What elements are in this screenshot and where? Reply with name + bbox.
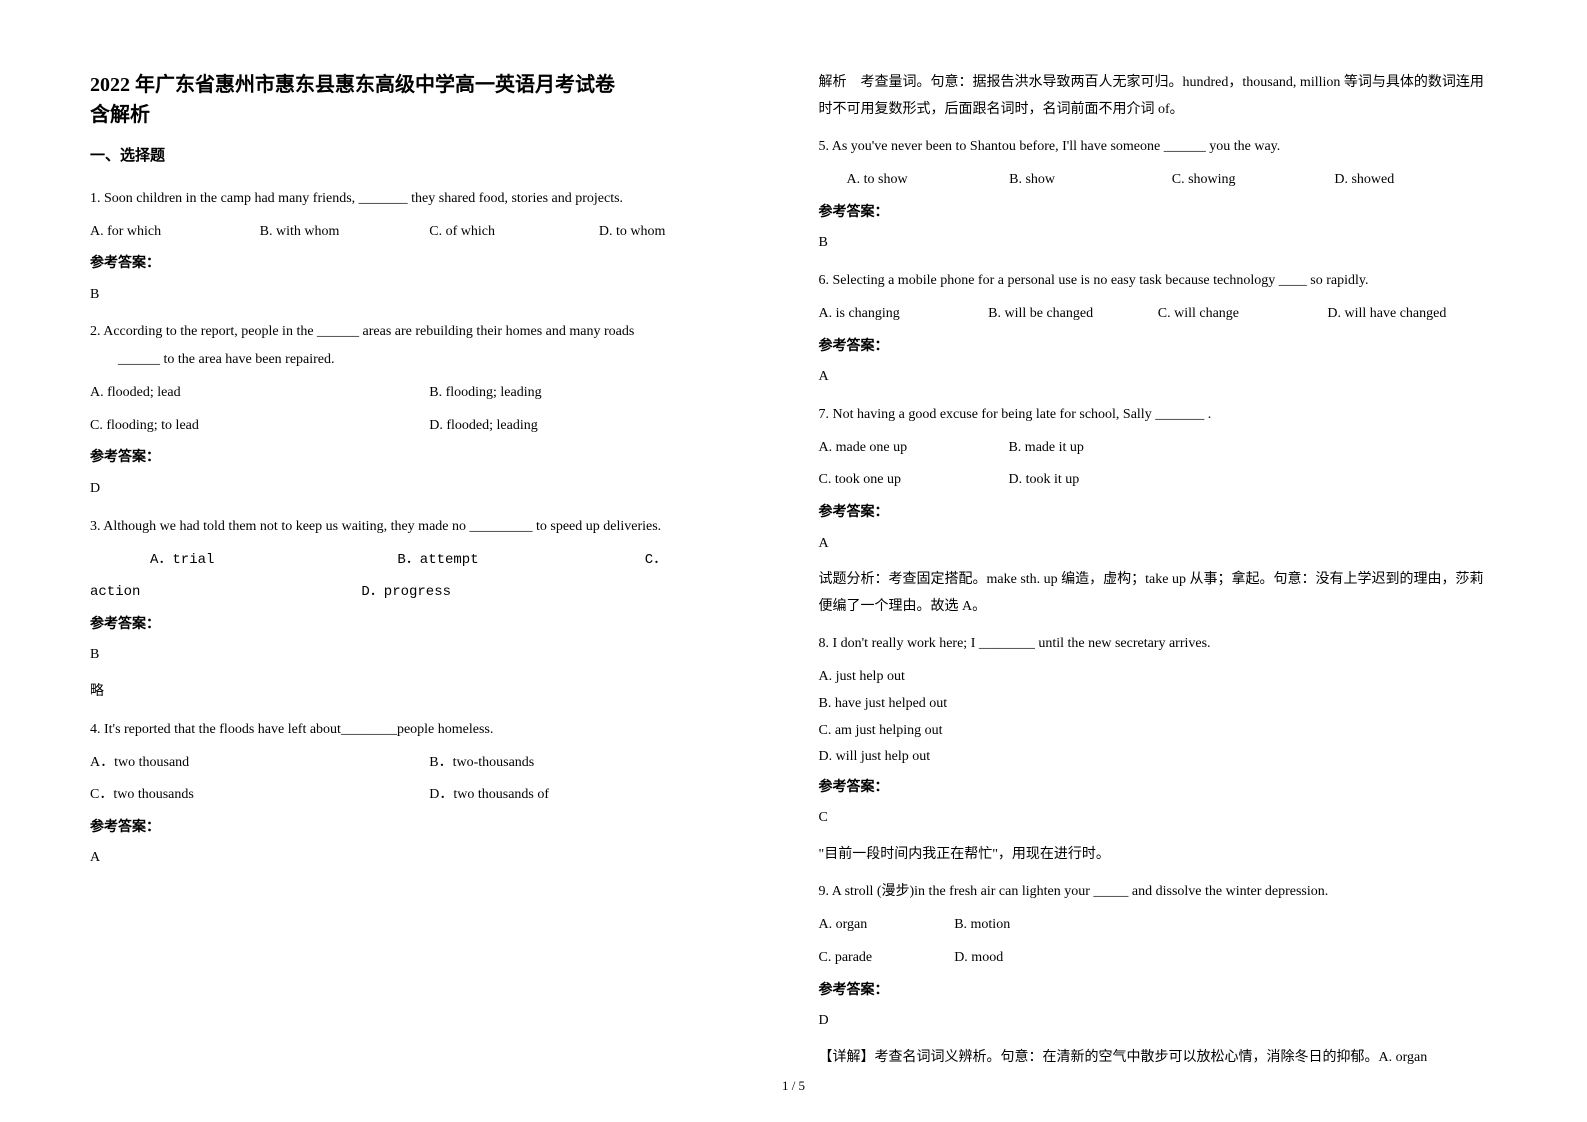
q9-opt-c: C. parade	[819, 945, 955, 972]
q8-opt-a: A. just help out	[819, 664, 1498, 691]
q3-opt-a: A．trial	[150, 547, 397, 574]
q5-opt-b: B. show	[1009, 167, 1172, 194]
q7-opt-a: A. made one up	[819, 435, 1009, 462]
q7-stem: 7. Not having a good excuse for being la…	[819, 401, 1498, 429]
q6-stem: 6. Selecting a mobile phone for a person…	[819, 267, 1498, 295]
q2-opt-b: B. flooding; leading	[429, 380, 768, 407]
q4-explain: 解析 考查量词。句意：据报告洪水导致两百人无家可归。hundred，thousa…	[819, 70, 1498, 123]
title-line2: 含解析	[90, 104, 150, 126]
q7-options-row2: C. took one up D. took it up	[819, 467, 1498, 494]
q1-opt-b: B. with whom	[260, 219, 430, 246]
q9-opt-a: A. organ	[819, 912, 955, 939]
q9-ans-label: 参考答案：	[819, 978, 1498, 1005]
q3-omit: 略	[90, 679, 769, 706]
q2-stem: 2. According to the report, people in th…	[90, 318, 769, 374]
q1-options: A. for which B. with whom C. of which D.…	[90, 219, 769, 246]
q2-opt-d: D. flooded; leading	[429, 413, 768, 440]
right-column: 解析 考查量词。句意：据报告洪水导致两百人无家可归。hundred，thousa…	[819, 70, 1498, 1040]
q2-ans-label: 参考答案：	[90, 445, 769, 472]
q8-explain: "目前一段时间内我正在帮忙"，用现在进行时。	[819, 842, 1498, 869]
q2-opt-a: A. flooded; lead	[90, 380, 429, 407]
q4-ans: A	[90, 845, 769, 872]
q1-opt-c: C. of which	[429, 219, 599, 246]
q8-opt-d: D. will just help out	[819, 744, 1498, 771]
q4-opt-d: D．two thousands of	[429, 782, 768, 809]
q8-ans-label: 参考答案：	[819, 775, 1498, 802]
q9-ans: D	[819, 1008, 1498, 1035]
q9-explain: 【详解】考查名词词义辨析。句意：在清新的空气中散步可以放松心情，消除冬日的抑郁。…	[819, 1045, 1498, 1072]
q2-ans: D	[90, 476, 769, 503]
q6-ans: A	[819, 364, 1498, 391]
q2-options-row1: A. flooded; lead B. flooding; leading	[90, 380, 769, 407]
q7-ans-label: 参考答案：	[819, 500, 1498, 527]
q6-opt-a: A. is changing	[819, 301, 989, 328]
q4-options-row2: C．two thousands D．two thousands of	[90, 782, 769, 809]
q7-ans: A	[819, 531, 1498, 558]
q4-stem: 4. It's reported that the floods have le…	[90, 716, 769, 744]
q7-opt-d: D. took it up	[1008, 467, 1497, 494]
q4-opt-c: C．two thousands	[90, 782, 429, 809]
q2-stem-line1: 2. According to the report, people in th…	[90, 318, 769, 346]
q7-opt-b: B. made it up	[1008, 435, 1497, 462]
q5-options: A. to show B. show C. showing D. showed	[819, 167, 1498, 194]
q9-options-row1: A. organ B. motion	[819, 912, 1498, 939]
q5-ans-label: 参考答案：	[819, 200, 1498, 227]
q4-opt-b: B．two-thousands	[429, 750, 768, 777]
q5-opt-d: D. showed	[1334, 167, 1497, 194]
q6-opt-d: D. will have changed	[1327, 301, 1497, 328]
q5-ans: B	[819, 230, 1498, 257]
q9-options-row2: C. parade D. mood	[819, 945, 1498, 972]
q1-opt-a: A. for which	[90, 219, 260, 246]
q5-stem: 5. As you've never been to Shantou befor…	[819, 133, 1498, 161]
q7-explain: 试题分析：考查固定搭配。make sth. up 编造，虚构；take up 从…	[819, 567, 1498, 620]
q3-opt-d: D．progress	[361, 579, 768, 606]
q6-opt-c: C. will change	[1158, 301, 1328, 328]
q4-opt-a: A．two thousand	[90, 750, 429, 777]
q3-options-row1: A．trial B．attempt C．	[90, 547, 769, 574]
q1-ans: B	[90, 282, 769, 309]
q2-options-row2: C. flooding; to lead D. flooded; leading	[90, 413, 769, 440]
left-column: 2022 年广东省惠州市惠东县惠东高级中学高一英语月考试卷 含解析 一、选择题 …	[90, 70, 769, 1040]
q8-stem: 8. I don't really work here; I ________ …	[819, 630, 1498, 658]
q8-opt-c: C. am just helping out	[819, 718, 1498, 745]
section-1-heading: 一、选择题	[90, 142, 769, 171]
q7-options-row1: A. made one up B. made it up	[819, 435, 1498, 462]
q1-stem: 1. Soon children in the camp had many fr…	[90, 185, 769, 213]
q7-opt-c: C. took one up	[819, 467, 1009, 494]
page-footer: 1 / 5	[0, 1078, 1587, 1094]
q3-stem: 3. Although we had told them not to keep…	[90, 513, 769, 541]
q8-opt-b: B. have just helped out	[819, 691, 1498, 718]
q3-opt-c: C．	[645, 547, 769, 574]
doc-title: 2022 年广东省惠州市惠东县惠东高级中学高一英语月考试卷 含解析	[90, 70, 769, 130]
q8-ans: C	[819, 805, 1498, 832]
q3-opt-b: B．attempt	[397, 547, 644, 574]
q4-options-row1: A．two thousand B．two-thousands	[90, 750, 769, 777]
q4-ans-label: 参考答案：	[90, 815, 769, 842]
q9-opt-b: B. motion	[954, 912, 1497, 939]
q6-ans-label: 参考答案：	[819, 334, 1498, 361]
title-line1: 2022 年广东省惠州市惠东县惠东高级中学高一英语月考试卷	[90, 74, 615, 96]
q9-opt-d: D. mood	[954, 945, 1497, 972]
q3-options-row2: action D．progress	[90, 579, 769, 606]
q3-ans-label: 参考答案：	[90, 612, 769, 639]
q2-stem-line2: ______ to the area have been repaired.	[90, 346, 769, 374]
q5-opt-a: A. to show	[847, 167, 1010, 194]
q1-ans-label: 参考答案：	[90, 251, 769, 278]
q3-opt-c2: action	[90, 579, 361, 606]
q1-opt-d: D. to whom	[599, 219, 769, 246]
q6-opt-b: B. will be changed	[988, 301, 1158, 328]
q3-ans: B	[90, 642, 769, 669]
q9-stem: 9. A stroll (漫步)in the fresh air can lig…	[819, 878, 1498, 906]
q5-opt-c: C. showing	[1172, 167, 1335, 194]
q2-opt-c: C. flooding; to lead	[90, 413, 429, 440]
q6-options: A. is changing B. will be changed C. wil…	[819, 301, 1498, 328]
